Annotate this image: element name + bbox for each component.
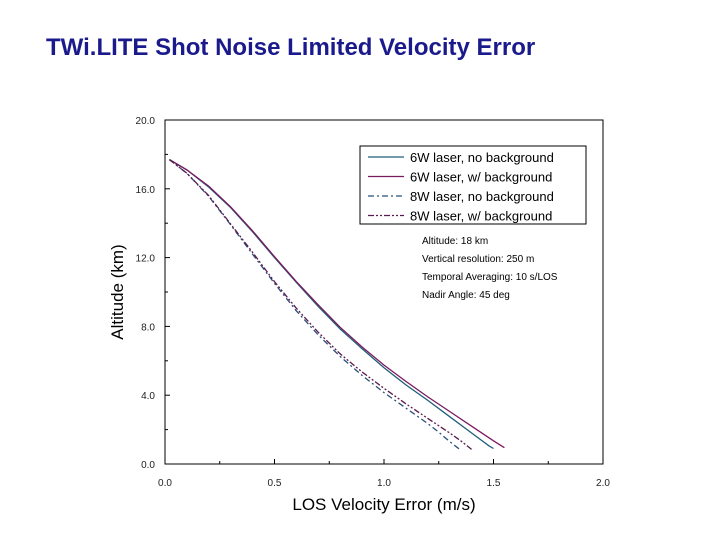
- legend-label: 8W laser, no background: [410, 189, 554, 204]
- y-tick-label: 0.0: [141, 460, 155, 471]
- annotation-line: Altitude: 18 km: [422, 236, 488, 247]
- x-tick-label: 1.5: [487, 478, 501, 489]
- series-line-2: [169, 159, 505, 449]
- annotation-line: Vertical resolution: 250 m: [422, 254, 534, 265]
- legend-label: 6W laser, no background: [410, 150, 554, 165]
- x-tick-label: 1.0: [377, 478, 391, 489]
- series-layer: [168, 159, 505, 451]
- y-axis-ticks: 0.0 4.0 8.0 12.0 16.0 20.0: [136, 116, 170, 471]
- legend-label: 6W laser, w/ background: [410, 170, 552, 185]
- series-line-4: [168, 159, 473, 450]
- annotation-line: Nadir Angle: 45 deg: [422, 290, 510, 301]
- y-tick-label: 12.0: [136, 254, 156, 265]
- legend: 6W laser, no background 6W laser, w/ back…: [359, 145, 587, 225]
- annotation-line: Temporal Averaging: 10 s/LOS: [422, 272, 558, 283]
- x-tick-label: 2.0: [596, 478, 610, 489]
- legend-box: [359, 145, 587, 225]
- y-tick-label: 20.0: [136, 116, 156, 127]
- slide-title: TWi.LITE Shot Noise Limited Velocity Err…: [46, 34, 536, 61]
- y-axis-title: Altitude (km): [108, 244, 127, 339]
- y-tick-label: 8.0: [141, 322, 155, 333]
- y-tick-label: 16.0: [136, 185, 156, 196]
- x-axis-title: LOS Velocity Error (m/s): [292, 495, 475, 514]
- chart-annotations: Altitude: 18 km Vertical resolution: 250 …: [422, 236, 558, 301]
- legend-label: 8W laser, w/ background: [410, 209, 552, 224]
- y-tick-label: 4.0: [141, 391, 155, 402]
- x-tick-label: 0.0: [158, 478, 172, 489]
- x-axis-ticks: 0.0 0.5 1.0 1.5 2.0: [158, 459, 610, 489]
- x-tick-label: 0.5: [268, 478, 282, 489]
